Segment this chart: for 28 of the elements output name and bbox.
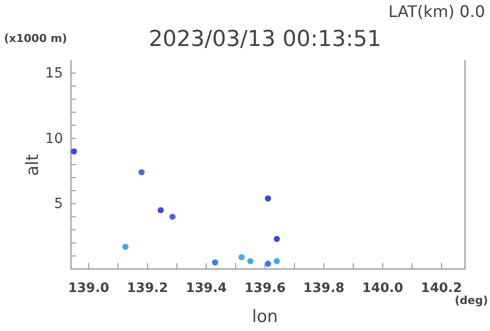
y-tick-label: 5: [54, 196, 63, 212]
x-tick-label: 139.2: [126, 281, 168, 296]
chart-subtitle: LAT(km) 0.0: [388, 2, 485, 21]
x-axis-title: lon: [252, 307, 278, 327]
y-axis-title: alt: [23, 154, 43, 176]
x-tick-label: 140.2: [420, 281, 462, 296]
y-tick-label: 15: [45, 66, 63, 82]
y-tick-label: 10: [45, 130, 63, 147]
text: (deg): [454, 294, 488, 307]
x-tick-label: 139.0: [68, 281, 110, 296]
x-tick-label: 139.6: [244, 281, 286, 296]
text: (x1000 m): [4, 32, 68, 45]
point: [122, 244, 128, 250]
point: [238, 254, 245, 260]
point: [158, 207, 164, 214]
x-tick-label: 139.4: [186, 281, 227, 296]
point: [264, 260, 272, 267]
point: [264, 195, 272, 202]
point: [169, 214, 176, 220]
point: [138, 169, 145, 176]
point: [70, 148, 78, 155]
x-tick-label: 139.8: [303, 281, 344, 296]
point: [247, 258, 254, 264]
point: [274, 236, 280, 242]
point: [212, 259, 218, 266]
x-tick-label: 140.0: [362, 281, 404, 296]
chart-title: 2023/03/13 00:13:51: [148, 27, 382, 52]
point: [274, 258, 280, 264]
